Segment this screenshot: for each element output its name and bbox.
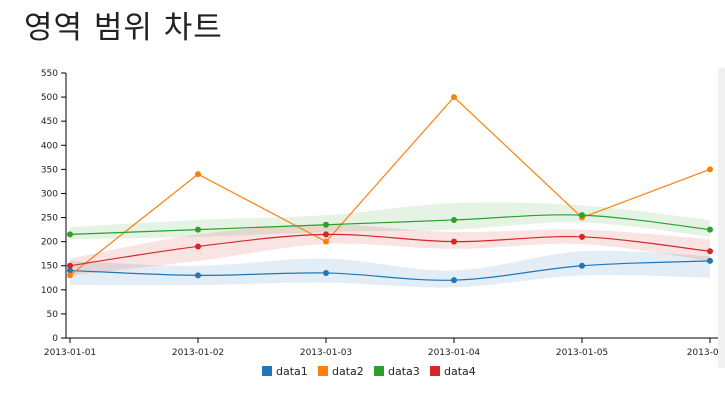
legend-swatch	[318, 366, 328, 376]
y-tick-label: 300	[41, 189, 58, 199]
legend-swatch	[374, 366, 384, 376]
data-point-data4	[579, 234, 585, 240]
data-point-data1	[323, 270, 329, 276]
x-tick-label: 2013-01-01	[44, 348, 96, 358]
legend-item-data1[interactable]: data1	[262, 365, 308, 378]
data-point-data1	[195, 272, 201, 278]
data-point-data4	[451, 239, 457, 245]
y-tick-label: 0	[52, 334, 58, 344]
legend[interactable]: data1 data2 data3 data4	[262, 365, 476, 378]
data-point-data1	[579, 263, 585, 269]
data-point-data3	[323, 222, 329, 228]
y-tick-label: 550	[41, 69, 58, 79]
legend-label: data1	[276, 365, 308, 378]
data-point-data3	[707, 227, 713, 233]
data-point-data2	[67, 272, 73, 278]
legend-label: data4	[444, 365, 476, 378]
data-point-data3	[67, 231, 73, 237]
data-point-data4	[707, 248, 713, 254]
y-tick-label: 100	[41, 286, 58, 296]
data-point-data2	[195, 171, 201, 177]
legend-label: data3	[388, 365, 420, 378]
data-point-data3	[451, 217, 457, 223]
data-point-data2	[451, 94, 457, 100]
legend-swatch	[262, 366, 272, 376]
y-tick-label: 250	[41, 214, 58, 224]
data-point-data3	[195, 227, 201, 233]
legend-item-data2[interactable]: data2	[318, 365, 364, 378]
y-tick-label: 500	[41, 93, 58, 103]
x-tick-label: 2013-01-02	[172, 348, 224, 358]
data-point-data4	[323, 231, 329, 237]
data-point-data1	[451, 277, 457, 283]
data-point-data3	[579, 212, 585, 218]
x-tick-label: 2013-01-03	[300, 348, 352, 358]
y-tick-label: 200	[41, 238, 58, 248]
y-tick-label: 150	[41, 262, 58, 272]
data-point-data4	[195, 243, 201, 249]
y-tick-label: 50	[47, 310, 59, 320]
x-tick-label: 2013-01-04	[428, 348, 481, 358]
scroll-strip	[718, 68, 725, 368]
legend-swatch	[430, 366, 440, 376]
y-tick-label: 450	[41, 117, 58, 127]
data-point-data2	[323, 239, 329, 245]
legend-item-data4[interactable]: data4	[430, 365, 476, 378]
legend-label: data2	[332, 365, 364, 378]
x-tick-label: 2013-01-05	[556, 348, 608, 358]
data-point-data1	[707, 258, 713, 264]
legend-item-data3[interactable]: data3	[374, 365, 420, 378]
data-point-data4	[67, 263, 73, 269]
data-point-data2	[707, 166, 713, 172]
y-tick-label: 400	[41, 141, 58, 151]
y-tick-label: 350	[41, 165, 58, 175]
